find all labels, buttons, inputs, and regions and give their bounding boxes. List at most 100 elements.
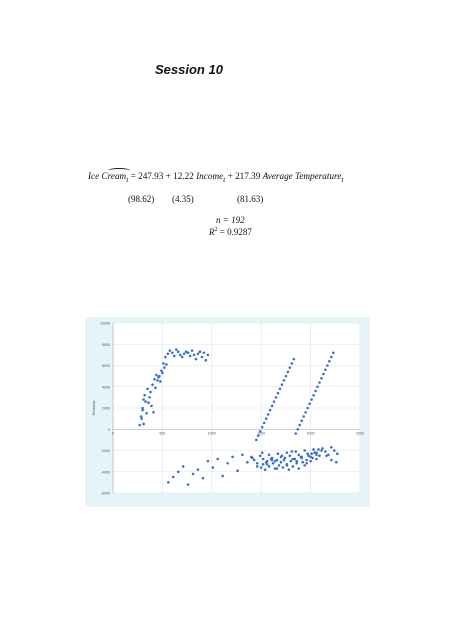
scatter-point	[276, 391, 280, 395]
scatter-point	[186, 483, 190, 486]
scatter-point	[333, 449, 336, 452]
scatter-point	[153, 378, 156, 381]
se-intercept: (98.62)	[128, 194, 155, 204]
scatter-point	[271, 461, 275, 465]
scatter-point	[142, 398, 145, 401]
scatter-point	[279, 460, 283, 464]
scatter-point	[312, 393, 315, 397]
scatter-point	[255, 465, 259, 468]
scatter-point	[258, 454, 262, 458]
scatter-point	[295, 459, 299, 463]
scatter-point	[164, 355, 167, 359]
scatter-point	[261, 457, 265, 461]
scatter-point	[155, 373, 158, 377]
scatter-point	[250, 455, 253, 459]
regression-equation: Ice Creamt = 247.93 + 12.22 Incomet + 21…	[88, 168, 398, 184]
scatter-point	[314, 389, 317, 393]
scatter-point	[260, 425, 264, 429]
scatter-point	[332, 351, 335, 355]
scatter-point	[277, 464, 281, 467]
scatter-point	[326, 364, 329, 367]
scatter-point	[262, 421, 266, 425]
scatter-point	[170, 351, 174, 355]
scatter-point	[171, 475, 175, 479]
scatter-point	[252, 458, 256, 462]
scatter-point	[295, 461, 299, 465]
scatter-point	[174, 348, 178, 351]
scatter-point	[312, 448, 315, 451]
x-tick-label: 2000	[307, 431, 315, 435]
scatter-point	[304, 410, 307, 414]
x-tick-label: 1500	[257, 431, 265, 435]
y-tick-label: 8000	[102, 343, 110, 347]
y-tick-label: 10000	[100, 322, 110, 326]
scatter-point	[267, 465, 271, 468]
equation-temperature-term: Average Temperaturet	[262, 171, 344, 184]
scatter-point	[330, 458, 333, 462]
scatter-point	[191, 472, 195, 476]
y-tick-label: 4000	[102, 385, 110, 389]
scatter-point	[258, 430, 262, 433]
scatter-point	[266, 413, 270, 416]
scatter-point	[147, 401, 150, 404]
scatter-point	[305, 458, 308, 462]
scatter-point	[279, 455, 283, 459]
scatter-point	[313, 451, 316, 454]
scatter-point	[324, 450, 327, 453]
scatter-point	[290, 362, 294, 365]
scatter-point	[143, 393, 146, 397]
scatter-point	[264, 417, 268, 420]
scatter-point	[310, 452, 313, 455]
scatter-point	[285, 451, 289, 454]
scatter-point	[141, 406, 144, 410]
x-tick-label: 1000	[208, 431, 216, 435]
scatter-point	[311, 456, 314, 460]
scatter-point	[298, 423, 302, 427]
scatter-point	[281, 466, 285, 469]
scatter-point	[267, 453, 271, 457]
scatter-point	[172, 354, 176, 358]
scatter-point	[163, 366, 166, 369]
sample-size: n = 192	[216, 215, 245, 225]
scatter-point	[315, 457, 318, 461]
scatter-point	[285, 463, 289, 466]
scatter-point	[149, 390, 152, 394]
scatter-point	[168, 349, 172, 352]
scatter-point	[280, 383, 284, 386]
y-tick-label: -2000	[101, 449, 110, 453]
se-temperature: (81.63)	[237, 194, 264, 204]
scatter-point	[236, 469, 239, 472]
scatter-point	[259, 466, 263, 469]
scatter-point	[300, 456, 304, 460]
scatter-point	[166, 352, 170, 356]
y-tick-label: -4000	[101, 470, 110, 474]
scatter-point	[263, 468, 267, 471]
scatter-point	[206, 353, 210, 357]
scatter-point	[142, 422, 145, 426]
scatter-point	[294, 450, 298, 453]
scatter-point	[327, 453, 330, 457]
scatter-point	[272, 400, 276, 403]
scatter-point	[288, 366, 292, 369]
scatter-point	[151, 383, 154, 386]
scatter-point	[322, 372, 325, 376]
scatter-point	[275, 467, 279, 470]
scatter-point	[278, 387, 282, 391]
scatter-point	[275, 458, 279, 462]
scatter-point	[141, 408, 144, 412]
scatter-point	[186, 351, 190, 355]
scatter-point	[204, 358, 208, 362]
scatter-point	[291, 465, 295, 468]
x-tick-label: 2500	[356, 431, 364, 435]
scatter-point	[231, 455, 234, 459]
scatter-point	[201, 476, 205, 480]
scatter-point	[283, 456, 287, 460]
scatter-point	[241, 453, 244, 457]
scatter-point	[307, 454, 310, 458]
scatter-point	[289, 459, 293, 463]
scatter-point	[309, 459, 312, 463]
scatter-point	[273, 467, 277, 470]
scatter-point	[270, 456, 274, 460]
scatter-point	[334, 460, 338, 464]
scatter-plot-svg: 10000 8000 6000 4000 2000 0 -2000 -4000 -6000 0 50…	[92, 322, 364, 496]
